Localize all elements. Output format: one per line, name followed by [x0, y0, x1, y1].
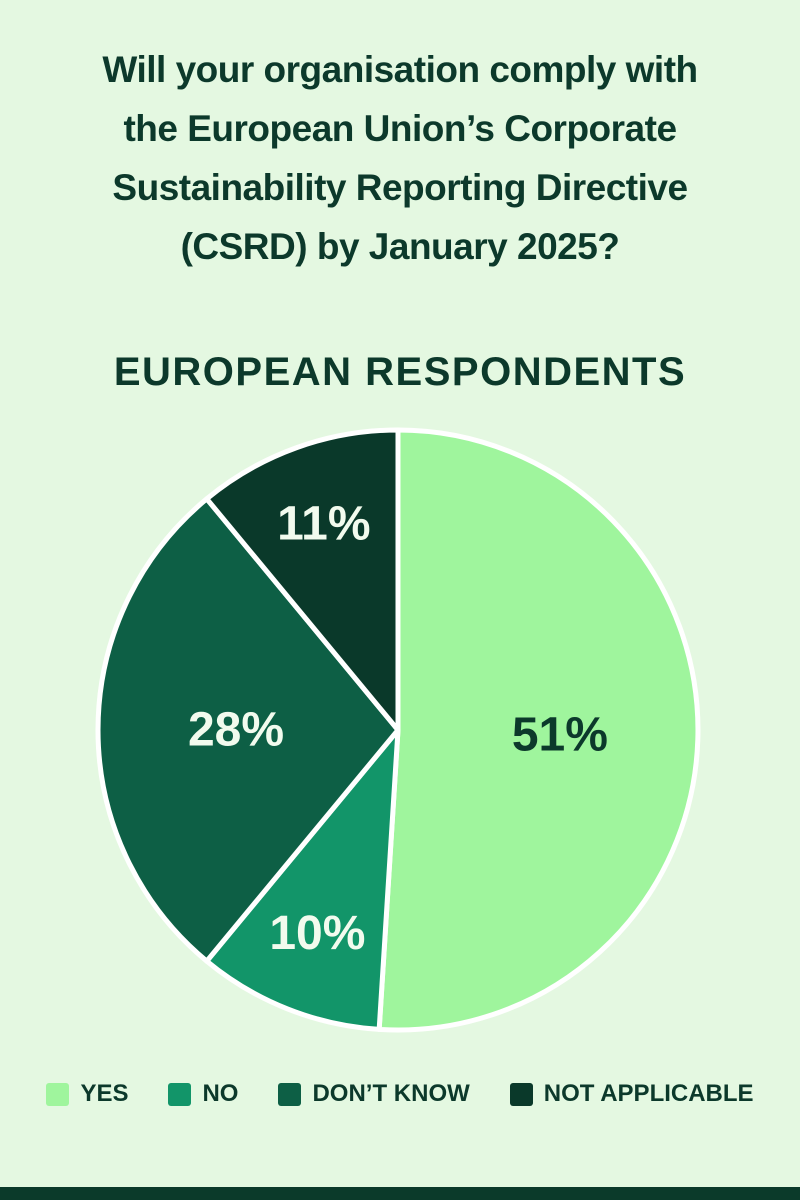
legend: YES NO DON’T KNOW NOT APPLICABLE [0, 1080, 800, 1108]
title-line-4: (CSRD) by January 2025? [180, 226, 620, 267]
title-line-2: the European Union’s Corporate [123, 108, 677, 149]
footer-bar [0, 1187, 800, 1200]
pie-chart: 51% 10% 28% 11% [90, 422, 706, 1038]
legend-item-no: NO [168, 1080, 238, 1108]
pie-slice-label-no: 10% [269, 907, 365, 960]
title-line-3: Sustainability Reporting Directive [112, 167, 688, 208]
pie-slice-not-applicable [204, 427, 401, 733]
legend-label-yes: YES [80, 1080, 129, 1107]
pie-slice-label-don-t-know: 28% [188, 704, 284, 757]
legend-swatch-no [168, 1082, 192, 1106]
legend-item-not-applicable: NOT APPLICABLE [509, 1080, 754, 1108]
title-line-1: Will your organisation comply with [102, 49, 698, 90]
pie-slice-label-not-applicable: 11% [277, 497, 370, 550]
legend-item-yes: YES [46, 1080, 128, 1108]
legend-label-don-t-know: DON’T KNOW [312, 1080, 470, 1107]
legend-swatch-yes [46, 1082, 70, 1106]
pie-chart-svg: 51% 10% 28% 11% [95, 427, 701, 1033]
legend-label-not-applicable: NOT APPLICABLE [543, 1080, 754, 1107]
pie-slice-no [204, 727, 401, 1032]
page-title: Will your organisation comply with the E… [0, 40, 800, 276]
pie-slice-don-t-know [95, 496, 401, 964]
legend-swatch-not-applicable [509, 1082, 533, 1106]
legend-swatch-don-t-know [278, 1082, 302, 1106]
legend-label-no: NO [202, 1080, 239, 1107]
pie-slice-label-yes: 51% [512, 709, 608, 762]
pie-slice-yes [376, 427, 701, 1033]
chart-subtitle: EUROPEAN RESPONDENTS [113, 350, 687, 394]
legend-item-don-t-know: DON’T KNOW [278, 1080, 470, 1108]
